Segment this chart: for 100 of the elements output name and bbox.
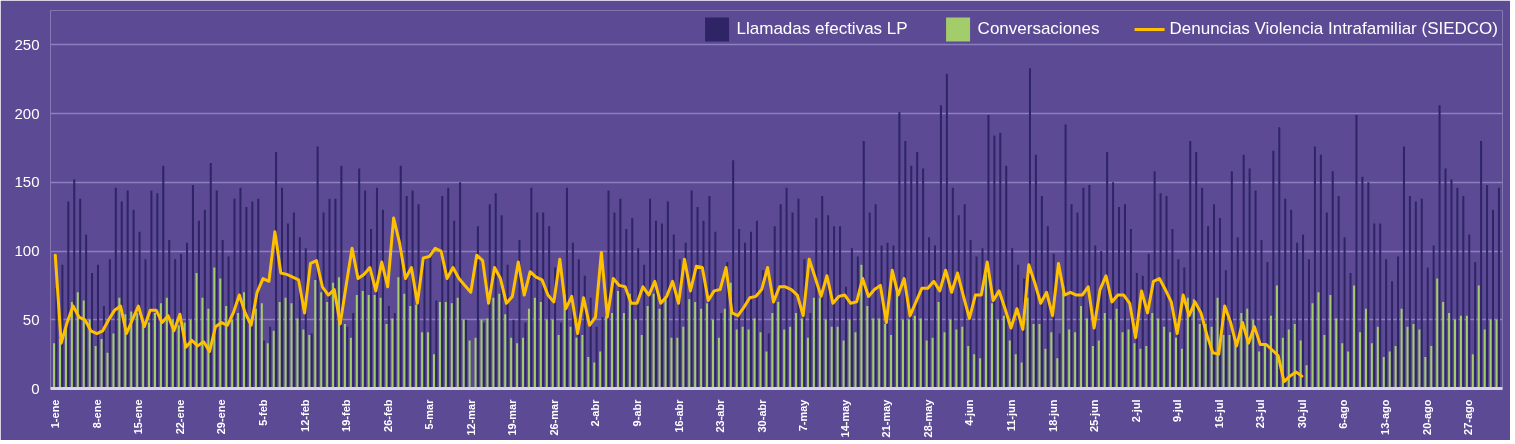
bar xyxy=(670,337,673,389)
bar xyxy=(664,296,667,389)
bar xyxy=(1068,329,1071,389)
bar xyxy=(233,198,236,389)
bar xyxy=(907,319,910,389)
bar xyxy=(1005,165,1008,389)
bar xyxy=(153,312,156,389)
bar xyxy=(415,304,418,389)
bar xyxy=(759,332,762,389)
x-tick-label: 12-feb xyxy=(298,399,311,432)
bar xyxy=(94,345,97,389)
bar xyxy=(801,318,804,389)
bar xyxy=(225,306,228,389)
bar xyxy=(791,212,794,389)
bar xyxy=(85,234,88,389)
bar xyxy=(504,314,507,389)
y-tick-label: 150 xyxy=(14,173,40,191)
bar xyxy=(370,229,373,389)
bar xyxy=(361,290,364,389)
bar xyxy=(1491,209,1495,389)
bar xyxy=(708,196,711,389)
bar xyxy=(955,329,958,389)
bar xyxy=(785,187,788,389)
x-tick-label: 15-ene xyxy=(132,399,145,435)
bar xyxy=(937,301,940,389)
x-tick-label: 30-abr xyxy=(755,398,768,433)
bar xyxy=(209,163,212,389)
bar xyxy=(492,297,495,389)
bar xyxy=(1260,240,1263,389)
bar xyxy=(1400,308,1403,389)
bar xyxy=(931,337,934,389)
bar xyxy=(1456,187,1459,389)
bar xyxy=(913,315,916,389)
bar xyxy=(637,248,640,389)
bar xyxy=(106,352,109,389)
bar xyxy=(985,274,988,389)
bar xyxy=(73,179,76,389)
bar xyxy=(925,340,928,389)
bar xyxy=(910,165,913,389)
bar xyxy=(779,204,782,389)
bar xyxy=(1153,171,1156,389)
x-tick-label: 28-may xyxy=(921,398,934,438)
bar xyxy=(735,329,738,389)
bar xyxy=(494,193,497,389)
bar xyxy=(1014,354,1017,389)
bar xyxy=(245,207,248,389)
bar xyxy=(1311,303,1314,389)
bar xyxy=(957,215,960,389)
bar xyxy=(391,318,394,389)
bar xyxy=(868,212,871,389)
bar xyxy=(510,337,513,389)
bar xyxy=(1269,315,1272,389)
x-tick-label: 1-ene xyxy=(49,399,62,429)
x-tick-label: 2-abr xyxy=(589,398,602,427)
bar xyxy=(551,319,554,389)
bar xyxy=(58,339,62,389)
bar xyxy=(1370,343,1373,389)
bar xyxy=(203,209,206,389)
x-tick-label: 6-ago xyxy=(1337,399,1350,429)
bar xyxy=(1002,315,1005,389)
x-tick-label: 18-jun xyxy=(1046,399,1059,432)
bar xyxy=(783,329,786,389)
bar xyxy=(1056,358,1059,389)
bar xyxy=(1471,354,1474,389)
bar xyxy=(898,112,901,389)
bar xyxy=(922,168,925,389)
bar xyxy=(524,322,527,389)
bar xyxy=(975,256,978,389)
bar xyxy=(126,190,129,389)
bar xyxy=(973,354,976,389)
bar xyxy=(593,362,596,389)
bar xyxy=(569,326,572,389)
bar xyxy=(1100,251,1103,389)
bar xyxy=(1091,345,1094,389)
bar xyxy=(649,198,652,389)
bar xyxy=(237,312,240,389)
x-tick-label: 23-jul xyxy=(1254,399,1267,429)
bar xyxy=(1157,318,1160,389)
bar xyxy=(156,193,159,389)
bar xyxy=(872,318,875,389)
bar xyxy=(136,312,139,389)
bar xyxy=(1020,362,1023,389)
bar xyxy=(393,312,396,389)
bar xyxy=(340,165,343,389)
bar xyxy=(676,337,679,389)
bar xyxy=(771,312,774,389)
bar xyxy=(1385,259,1388,389)
bar xyxy=(1438,105,1441,389)
x-tick-label: 7-may xyxy=(797,398,810,432)
bar xyxy=(773,226,776,389)
bar xyxy=(928,237,931,389)
bar xyxy=(432,354,435,389)
bar xyxy=(1222,334,1225,389)
bar xyxy=(1180,348,1183,389)
bar xyxy=(827,215,830,389)
bar xyxy=(548,226,551,389)
bar xyxy=(530,187,533,389)
bar xyxy=(165,297,168,389)
bar xyxy=(945,73,948,389)
bar xyxy=(601,317,604,389)
